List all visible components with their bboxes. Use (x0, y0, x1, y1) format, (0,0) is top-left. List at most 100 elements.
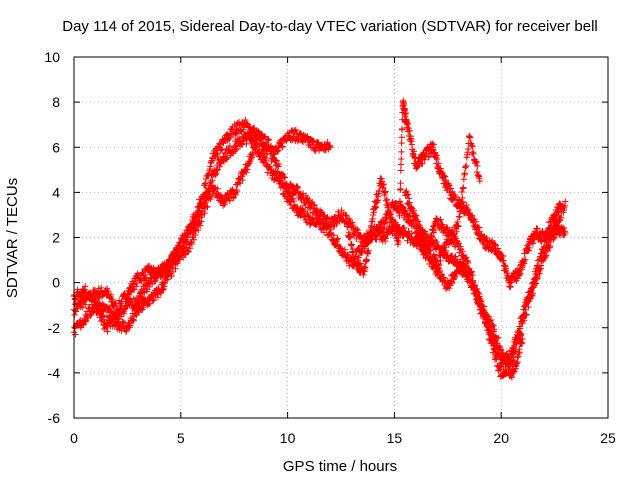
data-point (472, 218, 487, 248)
data-point-cloud (124, 303, 141, 331)
data-point (188, 211, 205, 248)
data-point (166, 251, 184, 280)
y-tick-label: -2 (48, 320, 61, 336)
data-point (551, 220, 568, 239)
data-point-cloud (274, 133, 291, 155)
data-point (444, 218, 462, 248)
y-tick-label: -6 (48, 410, 61, 426)
data-point (508, 313, 526, 359)
data-point (404, 120, 419, 167)
data-point-cloud (263, 162, 280, 184)
data-point (252, 133, 269, 155)
data-point-cloud (242, 142, 259, 176)
x-tick-label: 10 (280, 430, 296, 446)
data-point-cloud (404, 120, 419, 167)
data-point (557, 202, 565, 210)
data-point (316, 216, 334, 239)
data-point-cloud (399, 97, 411, 131)
data-point (81, 302, 99, 325)
data-point-cloud (103, 285, 120, 316)
data-point (113, 318, 131, 335)
data-point (305, 214, 323, 229)
y-tick-label: 10 (44, 49, 60, 65)
data-point-cloud (434, 265, 451, 292)
data-point-cloud (395, 102, 406, 239)
data-point (263, 162, 280, 184)
data-point (156, 255, 173, 281)
data-point-cloud (413, 212, 430, 257)
data-point (220, 123, 237, 146)
data-point-cloud (455, 140, 472, 221)
chart-title: Day 114 of 2015, Sidereal Day-to-day VTE… (62, 18, 598, 35)
data-point (463, 205, 479, 233)
data-point (423, 245, 440, 267)
data-point-cloud (344, 219, 359, 266)
data-point (273, 172, 291, 205)
data-point (124, 303, 141, 331)
data-point (465, 268, 483, 308)
data-point (102, 303, 120, 329)
x-tick-label: 20 (493, 430, 509, 446)
y-tick-label: 8 (52, 94, 60, 110)
data-point (327, 144, 334, 151)
data-point-cloud (210, 136, 227, 161)
data-point-cloud (361, 215, 376, 273)
data-point (519, 335, 526, 343)
x-tick-label: 15 (387, 430, 403, 446)
y-tick-label: 2 (52, 230, 60, 246)
data-point-cloud (524, 228, 539, 254)
grid (74, 57, 608, 418)
data-point-cloud (487, 316, 504, 353)
data-point-cloud (519, 280, 536, 322)
x-tick-label: 0 (70, 430, 78, 446)
data-point (386, 211, 402, 248)
data-point (412, 212, 430, 257)
y-tick-label: -4 (48, 365, 61, 381)
y-tick-label: 0 (52, 275, 60, 291)
data-point-cloud (263, 142, 280, 169)
data-point (530, 245, 547, 286)
data-point-cloud (445, 261, 462, 292)
data-point (252, 141, 269, 166)
data-point-cloud (146, 266, 163, 291)
data-point (273, 133, 291, 155)
data-point (433, 216, 451, 239)
data-point-cloud (124, 294, 141, 312)
data-point (134, 296, 152, 316)
data-point (476, 303, 494, 331)
plot-frame (73, 56, 609, 419)
data-point (231, 167, 248, 199)
data-point-cloud (423, 246, 440, 267)
data-point-cloud (472, 218, 487, 248)
data-point-cloud (455, 260, 472, 281)
data-point (549, 200, 564, 226)
data-point (145, 266, 163, 291)
data-point (145, 285, 163, 307)
data-point (344, 219, 359, 266)
data-point (361, 215, 376, 275)
data-point (295, 205, 312, 226)
data-point-cloud (295, 130, 312, 149)
data-point-cloud (295, 205, 312, 226)
data-point (562, 229, 569, 237)
data-point (124, 294, 141, 312)
data-point-cloud (387, 214, 402, 248)
x-axis-title: GPS time / hours (283, 458, 397, 475)
data-point (284, 190, 301, 219)
data-point (487, 316, 504, 353)
data-point-cloud (316, 139, 334, 154)
data-point-cloud (167, 251, 184, 280)
data-point-cloud (509, 339, 526, 377)
data-points (70, 97, 569, 381)
data-point (263, 142, 280, 169)
data-point (134, 262, 152, 285)
data-point (209, 136, 227, 162)
data-point (220, 186, 237, 208)
data-point-cloud (466, 133, 483, 182)
data-point-cloud (295, 190, 312, 211)
data-point-cloud (188, 211, 205, 248)
data-point-cloud (551, 220, 568, 239)
y-tick-label: 4 (52, 184, 60, 200)
data-point (348, 219, 366, 246)
